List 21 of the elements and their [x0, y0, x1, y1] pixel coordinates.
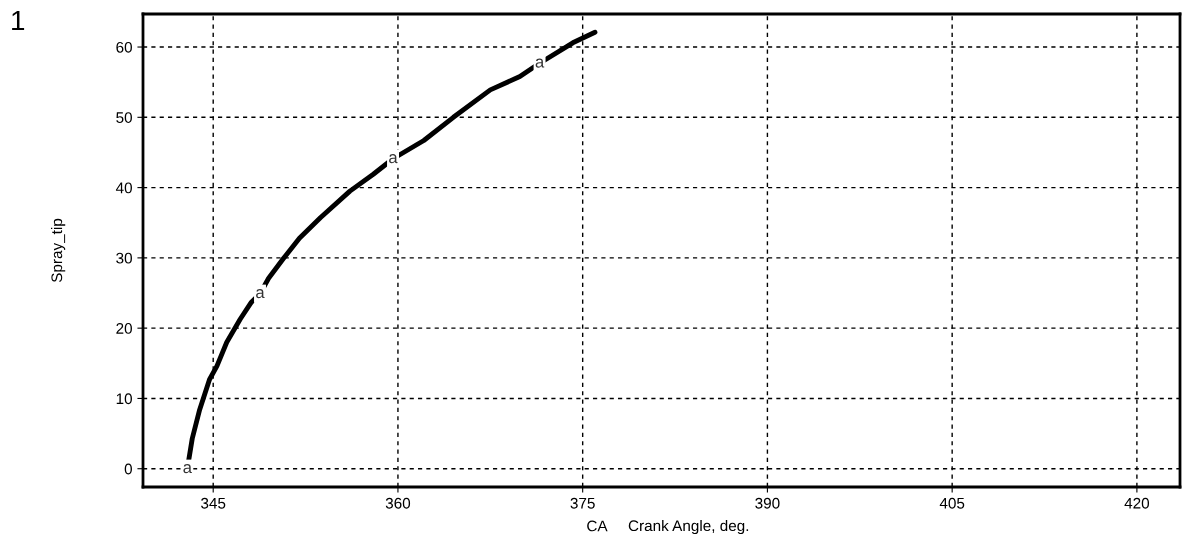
text: a [256, 289, 265, 299]
y-axis-title: Spray_tip [50, 218, 66, 283]
y-tick-label: 50 [116, 112, 132, 123]
y-tick-label: 10 [116, 393, 132, 405]
x-tick-label: 360 [385, 497, 411, 509]
series-label: a [389, 154, 398, 164]
text: 1 [12, 10, 25, 30]
x-tick-label: 420 [1124, 497, 1150, 509]
text: Crank Angle, deg. [628, 519, 749, 535]
text: a [535, 58, 545, 68]
x-axis-title: CA [587, 520, 608, 532]
y-tick-label: 60 [116, 41, 132, 53]
x-tick-label: 390 [755, 497, 780, 509]
y-tick-label: 30 [116, 252, 132, 264]
text: a [183, 464, 192, 474]
y-tick-label: 40 [115, 182, 132, 194]
y-tick-label: 0 [124, 463, 132, 475]
x-tick-label: 345 [201, 497, 226, 509]
x-tick-label: 375 [570, 497, 595, 509]
x-tick-label: 405 [939, 497, 965, 509]
y-tick-label: 20 [116, 323, 132, 334]
